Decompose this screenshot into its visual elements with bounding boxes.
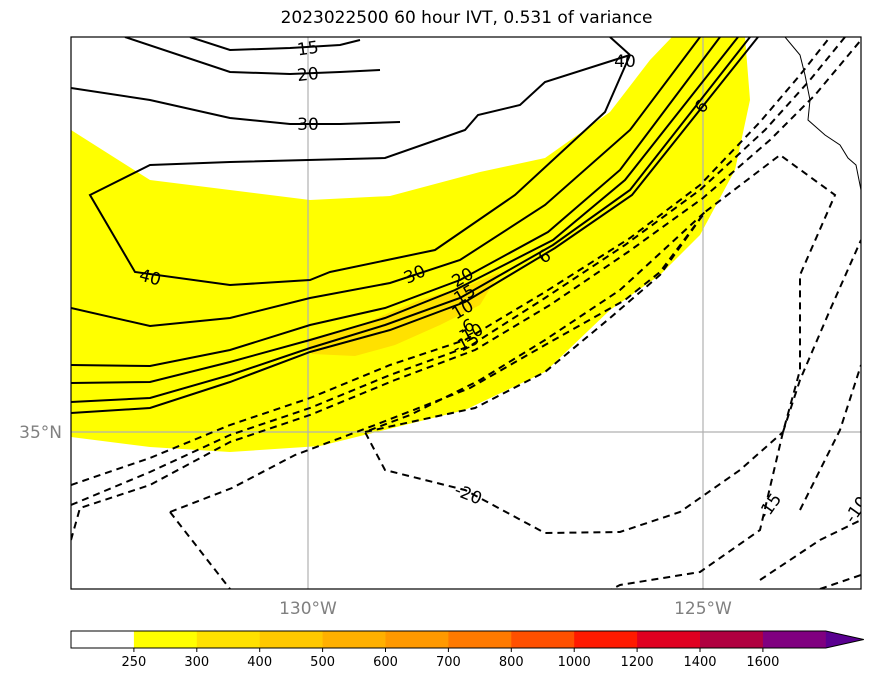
- coastline: [784, 37, 861, 191]
- contour-neg-15-se: [759, 519, 861, 581]
- colorbar-tick-label: 1000: [558, 655, 591, 670]
- contour-label: 30: [297, 115, 319, 135]
- contour-neg-10a: [71, 37, 846, 506]
- colorbar-tick-label: 1200: [621, 655, 654, 670]
- colorbar-segment: [133, 631, 198, 648]
- contour-neg-20-loop: [363, 211, 784, 535]
- contour-neg-15-corner: [819, 574, 861, 589]
- colorbar-segment: [574, 631, 638, 648]
- colorbar-tick-label: 300: [184, 655, 209, 670]
- lat-label-35n: 35°N: [19, 423, 62, 443]
- ivt-fill-250: [71, 37, 750, 452]
- colorbar-segment: [511, 631, 575, 648]
- colorbar-tick-label: 600: [373, 655, 398, 670]
- colorbar-tick-label: 250: [121, 655, 146, 670]
- colorbar-segment: [637, 631, 701, 648]
- map-title: 2023022500 60 hour IVT, 0.531 of varianc…: [280, 8, 653, 28]
- contour-20: [124, 37, 381, 76]
- contour-15: [189, 37, 361, 52]
- colorbar-segment: [762, 631, 827, 648]
- colorbar-segment: [322, 631, 386, 648]
- contour-30: [71, 87, 401, 125]
- contour-neg-10-east: [782, 239, 861, 433]
- positive-contours: [71, 37, 759, 414]
- lon-label-125w: 125°W: [674, 599, 732, 619]
- contour-15-south: [71, 37, 739, 384]
- contour-neg-20: [169, 511, 231, 589]
- colorbar-extend-arrow: [825, 631, 864, 648]
- colorbar-segment: [700, 631, 764, 648]
- contour-30-south: [71, 37, 701, 328]
- colorbar-segment: [196, 631, 261, 648]
- colorbar-segment: [71, 631, 135, 648]
- colorbar: 250 300 400 500 600 700 800 1000 1200 1400 1600: [70, 630, 864, 670]
- colorbar-tick-label: 500: [310, 655, 335, 670]
- colorbar-segment: [385, 631, 449, 648]
- contour-label: 15: [296, 38, 320, 61]
- colorbar-segment: [448, 631, 512, 648]
- contour-6: [71, 37, 759, 414]
- contour-10: [71, 37, 751, 403]
- contour-label: 40: [614, 52, 636, 72]
- contour-label: 20: [296, 64, 320, 86]
- negative-contours: [71, 37, 861, 589]
- contour-40-loop: [88, 54, 631, 287]
- colorbar-tick-label: 800: [499, 655, 524, 670]
- contour-neg-15: [169, 153, 837, 589]
- contour-neg-6-east: [799, 364, 861, 511]
- colorbar-tick-label: 1600: [746, 655, 779, 670]
- map-area: 15 20 30 40 40 30 20 15 10 6 6 -6 -10 -1…: [71, 37, 861, 589]
- map-frame: [70, 36, 862, 590]
- colorbar-tick-label: 400: [247, 655, 272, 670]
- colorbar-segment: [259, 631, 324, 648]
- contour-40-north: [609, 37, 631, 56]
- colorbar-tick-label: 1400: [683, 655, 716, 670]
- contour-neg-10b: [71, 39, 861, 541]
- lon-label-130w: 130°W: [279, 599, 337, 619]
- contour-20-south: [71, 37, 721, 368]
- colorbar-outline: [70, 630, 864, 649]
- colorbar-tick-label: 700: [436, 655, 461, 670]
